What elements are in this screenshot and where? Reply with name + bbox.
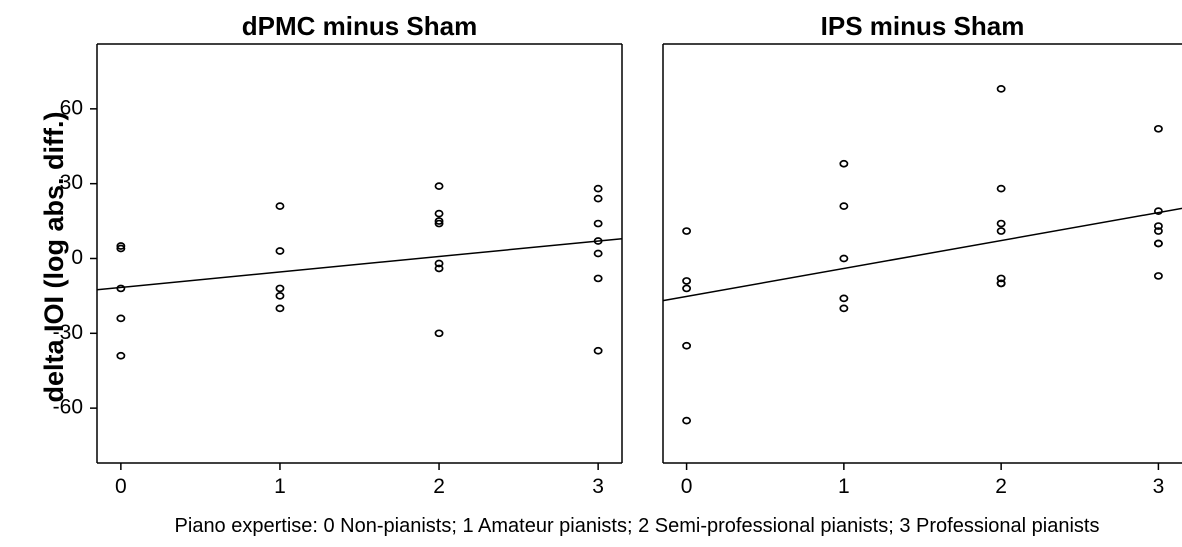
data-point	[1153, 227, 1163, 235]
data-point	[434, 217, 444, 225]
y-tick-label: 0	[71, 246, 83, 269]
data-point	[593, 194, 603, 203]
y-tick-label: 30	[60, 171, 83, 194]
data-point	[996, 274, 1006, 283]
panel-dpmc: dPMC minus Sham 0 1 2 3 60 30 0 -30 -60	[53, 11, 623, 498]
data-point	[839, 159, 849, 168]
data-point	[1153, 222, 1163, 230]
x-tick-label: 3	[1153, 475, 1165, 498]
data-point	[116, 351, 126, 360]
data-point	[682, 416, 692, 425]
data-point	[1153, 239, 1163, 248]
data-point	[839, 294, 849, 303]
data-point	[682, 277, 692, 285]
fit-line	[662, 207, 1182, 302]
data-point	[996, 227, 1006, 235]
data-point	[275, 292, 285, 300]
chart-title-dpmc: dPMC minus Sham	[242, 11, 477, 41]
data-point	[434, 329, 444, 338]
data-point	[996, 219, 1006, 228]
y-axis-label: delta IOI (log abs. diff.)	[39, 111, 69, 402]
data-point	[839, 254, 849, 263]
data-point	[116, 284, 126, 293]
data-point	[1153, 272, 1163, 280]
x-tick-label: 1	[274, 475, 286, 498]
data-point	[682, 227, 692, 235]
data-point	[434, 209, 444, 218]
chart-title-ips: IPS minus Sham	[821, 11, 1025, 41]
y-tick-label: 60	[60, 96, 83, 119]
data-point	[434, 264, 444, 273]
data-point	[996, 279, 1006, 288]
data-point	[839, 202, 849, 210]
data-point	[434, 182, 444, 191]
data-point	[682, 284, 692, 293]
data-point	[593, 346, 603, 355]
y-tick-label: -30	[53, 321, 83, 344]
x-tick-label: 2	[433, 475, 445, 498]
fit-line	[96, 237, 623, 291]
data-point	[593, 184, 603, 193]
data-point	[1153, 207, 1163, 215]
data-point	[839, 304, 849, 313]
data-point	[1153, 124, 1163, 133]
data-point	[275, 304, 285, 313]
data-point	[116, 242, 126, 250]
data-point	[275, 247, 285, 255]
y-tick-label: -60	[53, 396, 83, 419]
data-point	[275, 284, 285, 293]
data-point	[996, 85, 1006, 93]
x-tick-label: 0	[681, 475, 693, 498]
data-point	[593, 237, 603, 245]
data-point	[116, 244, 126, 253]
panel-ips: IPS minus Sham 0 1 2 3	[662, 11, 1182, 498]
data-point	[275, 202, 285, 210]
data-point	[434, 259, 444, 268]
data-point	[593, 219, 603, 228]
x-tick-label: 3	[592, 475, 604, 498]
x-tick-label: 2	[995, 475, 1007, 498]
data-point	[434, 219, 444, 228]
x-tick-label: 0	[115, 475, 127, 498]
data-point	[682, 341, 692, 350]
x-tick-label: 1	[838, 475, 850, 498]
data-point	[996, 184, 1006, 193]
x-axis-label: Piano expertise: 0 Non-pianists; 1 Amate…	[175, 515, 1100, 537]
data-point	[116, 314, 126, 323]
data-point	[593, 274, 603, 283]
data-point	[593, 249, 603, 258]
